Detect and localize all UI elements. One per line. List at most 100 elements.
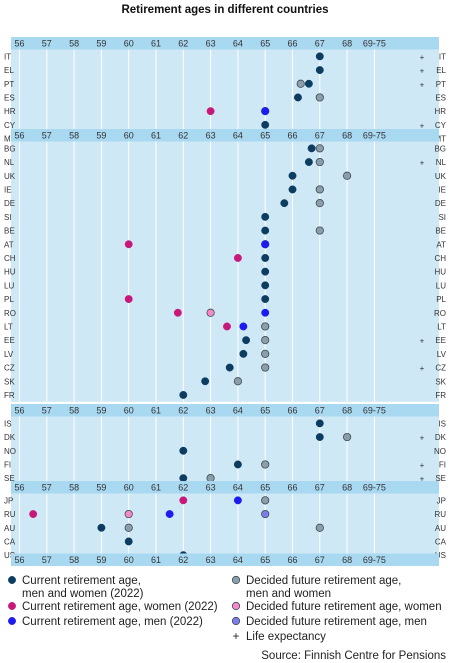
x-tick-label-2-10: 66 [287, 406, 297, 416]
country-label-left-pt: PT [4, 80, 14, 89]
data-point-bg-1 [315, 144, 324, 153]
life-expectancy-marker-ee: + [420, 337, 425, 346]
x-tick-label-1-4: 60 [124, 131, 134, 141]
country-label-left-de: DE [4, 199, 15, 208]
life-expectancy-marker-el: + [420, 67, 425, 76]
x-tick-label-3-7: 63 [206, 483, 216, 493]
x-tick-label-1-8: 64 [233, 131, 243, 141]
country-label-right-mt: MT [434, 135, 446, 144]
country-label-left-nl: NL [4, 158, 15, 167]
x-tick-label-0-2: 58 [69, 39, 79, 49]
legend-label-men-future: Decided future retirement age, men [246, 616, 427, 628]
x-tick-label-0-10: 66 [287, 39, 297, 49]
country-label-left-ca: CA [4, 537, 16, 546]
country-label-left-dk: DK [4, 433, 16, 442]
x-tick-label-3-0: 56 [14, 483, 24, 493]
x-tick-label-2-7: 63 [206, 406, 216, 416]
x-tick-label-0-0: 56 [14, 39, 24, 49]
x-tick-label-0-8: 64 [233, 39, 243, 49]
life-expectancy-marker-nl: + [420, 159, 425, 168]
x-tick-label-3-10: 66 [287, 483, 297, 493]
data-point-ro-2 [261, 308, 270, 317]
country-label-right-cz: CZ [435, 364, 446, 373]
x-tick-label-2-2: 58 [69, 406, 79, 416]
country-label-right-lv: LV [437, 350, 447, 359]
x-tick-label-1-5: 61 [151, 131, 161, 141]
x-tick-label-0-7: 63 [206, 39, 216, 49]
life-expectancy-marker-dk: + [420, 434, 425, 443]
country-label-left-ro: RO [4, 309, 16, 318]
x-tick-label-0-5: 61 [151, 39, 161, 49]
x-tick-label-4-4: 60 [124, 555, 134, 565]
x-tick-label-2-13: 69-75 [363, 406, 386, 416]
x-tick-label-1-12: 68 [342, 131, 352, 141]
data-point-lv-1 [261, 349, 270, 358]
legend-label-women-future: Decided future retirement age, women [246, 601, 442, 613]
country-label-right-se: SE [435, 474, 446, 483]
country-label-right-uk: UK [435, 172, 447, 181]
x-tick-label-3-5: 61 [151, 483, 161, 493]
life-expectancy-marker-cz: + [420, 364, 425, 373]
data-point-ee-0 [242, 336, 251, 345]
x-tick-label-4-1: 57 [42, 555, 52, 565]
country-label-left-si: SI [4, 213, 12, 222]
country-label-right-ru: RU [434, 510, 446, 519]
data-point-au-2 [315, 523, 324, 532]
country-label-right-hr: HR [434, 107, 446, 116]
country-label-right-ca: CA [435, 537, 447, 546]
tick-band-3 [11, 481, 439, 494]
life-expectancy-marker-fi: + [420, 461, 425, 470]
data-point-lt-1 [239, 322, 248, 331]
x-tick-label-1-3: 59 [96, 131, 106, 141]
data-point-nl-1 [315, 157, 324, 167]
x-tick-label-3-3: 59 [96, 483, 106, 493]
country-label-left-hu: HU [4, 268, 16, 277]
data-point-be-0 [261, 226, 270, 235]
country-label-left-sk: SK [4, 377, 15, 386]
x-tick-label-4-13: 69-75 [363, 555, 386, 565]
country-label-left-be: BE [4, 227, 15, 236]
data-point-nl-0 [304, 158, 313, 167]
country-label-right-lt: LT [437, 322, 446, 331]
country-label-right-dk: DK [435, 433, 447, 442]
tick-band-2 [11, 404, 439, 417]
legend-label-both-current: Current retirement age, [22, 575, 141, 587]
data-point-el-0 [315, 66, 324, 75]
country-label-left-jp: JP [4, 496, 13, 505]
x-tick-label-2-5: 61 [151, 406, 161, 416]
country-label-right-fi: FI [439, 460, 446, 469]
data-point-ru-3 [261, 509, 270, 519]
data-point-pl-1 [261, 295, 270, 303]
data-point-pl-0 [124, 295, 133, 303]
country-label-right-jp: JP [437, 496, 446, 505]
data-point-lt-0 [223, 322, 231, 331]
country-label-left-lu: LU [4, 281, 14, 290]
legend-marker-both-future [231, 575, 241, 585]
x-tick-label-1-1: 57 [42, 131, 52, 141]
country-label-right-fr: FR [435, 391, 446, 400]
x-tick-label-4-12: 68 [342, 555, 352, 565]
data-point-at-2 [261, 240, 270, 249]
data-point-bg-0 [307, 144, 316, 153]
data-point-fi-1 [261, 460, 270, 469]
data-point-au-1 [124, 523, 133, 532]
x-tick-label-0-3: 59 [96, 39, 106, 49]
data-point-ee-1 [261, 336, 270, 345]
data-point-hr-0 [206, 107, 215, 116]
data-point-se-1 [206, 474, 215, 483]
x-tick-label-0-9: 65 [260, 39, 270, 49]
x-tick-label-2-11: 67 [315, 406, 325, 416]
x-tick-label-4-7: 63 [206, 555, 216, 565]
data-point-lv-0 [239, 349, 248, 358]
data-point-be-1 [315, 226, 324, 235]
data-band-3 [11, 493, 439, 562]
x-tick-label-2-4: 60 [124, 406, 134, 416]
x-tick-label-4-2: 58 [69, 555, 79, 565]
data-point-jp-2 [261, 496, 270, 505]
legend-marker-both-current [8, 576, 16, 584]
x-tick-label-3-4: 60 [124, 483, 134, 493]
legend-label2-both-current: men and women (2022) [22, 588, 144, 600]
x-tick-label-3-2: 58 [69, 483, 79, 493]
country-label-right-si: SI [438, 213, 446, 222]
